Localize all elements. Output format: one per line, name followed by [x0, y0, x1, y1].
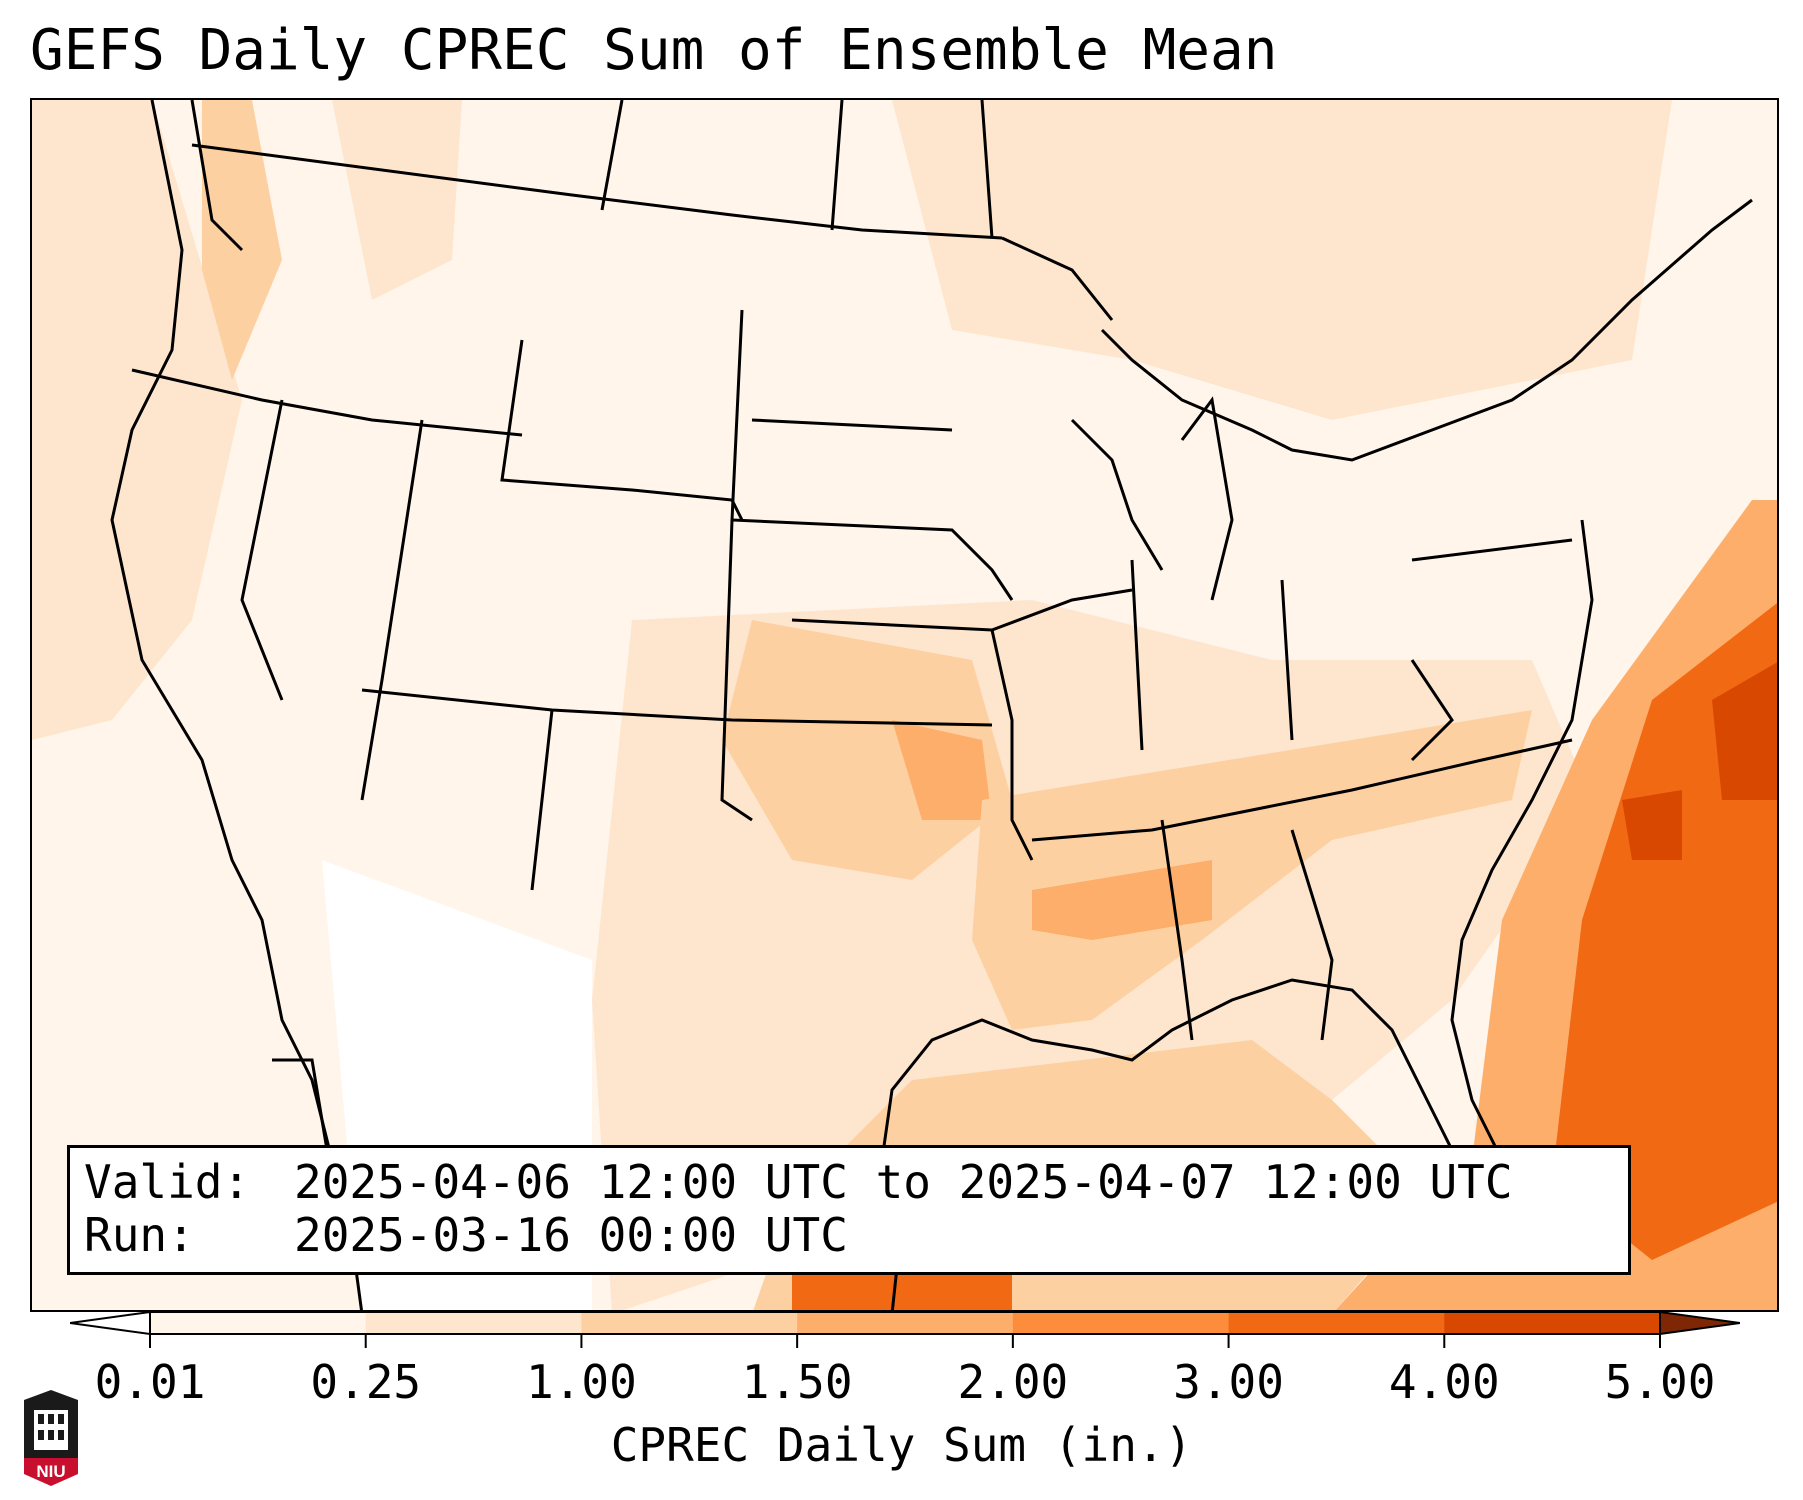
- alberta-saskatchewan-line: [830, 100, 844, 231]
- oregon-idaho-line: [131, 368, 523, 437]
- precipitation-map: [30, 98, 1779, 1312]
- canada-us-border-central: [1001, 236, 1114, 321]
- valid-label: Valid:: [84, 1155, 251, 1209]
- missouri-west-line: [990, 629, 1034, 861]
- map-canvas: [32, 100, 1777, 1310]
- colorbar-ticks: [149, 1334, 1661, 1348]
- colorbar-segment: [1228, 1312, 1445, 1334]
- four-corners-line: [361, 688, 993, 727]
- logo-text: NIU: [36, 1462, 65, 1481]
- colorbar-tick-label: 1.00: [526, 1355, 637, 1409]
- colorbar-tick-label: 3.00: [1173, 1355, 1284, 1409]
- bc-alberta-line: [600, 100, 624, 211]
- atlantic-max-precip: [1712, 662, 1777, 800]
- colorbar-tick-label: 4.00: [1388, 1355, 1500, 1409]
- colorbar: [70, 1312, 1740, 1348]
- valid-value: 2025-04-06 12:00 UTC to 2025-04-07 12:00…: [294, 1155, 1513, 1209]
- saskatchewan-manitoba-line: [980, 100, 994, 239]
- east-gulf-coastline: [880, 519, 1594, 1310]
- alabama-mississippi-line: [1160, 819, 1194, 1041]
- california-nevada-line: [240, 399, 284, 701]
- dakotas-nebraska-line: [730, 309, 1014, 601]
- kansas-heavy-precip: [892, 720, 992, 820]
- colorbar-tick-label: 2.00: [957, 1355, 1069, 1409]
- colorado-east-line: [720, 519, 753, 822]
- michigan-outline: [1180, 396, 1234, 601]
- wyoming-border: [500, 339, 744, 521]
- colorbar-segment: [1444, 1312, 1661, 1334]
- canada-us-border-west: [191, 143, 1003, 240]
- colorbar-under-arrow: [70, 1312, 151, 1336]
- colorbar-label: CPREC Daily Sum (in.): [610, 1418, 1193, 1472]
- arizona-newmexico-line: [530, 709, 554, 891]
- colorbar-segment: [365, 1312, 582, 1334]
- cascades-precip: [202, 100, 282, 380]
- puget-sound-coast: [190, 100, 244, 252]
- illinois-indiana-line: [1130, 559, 1144, 751]
- colorbar-over-arrow: [1659, 1312, 1740, 1336]
- valid-run-box: Valid: 2025-04-06 12:00 UTC to 2025-04-07…: [67, 1145, 1631, 1275]
- north-south-dakota-line: [751, 418, 953, 432]
- niu-logo: NIU: [24, 1390, 78, 1486]
- colorbar-tick-label: 0.01: [94, 1355, 206, 1409]
- colorbar-outline: [149, 1312, 1661, 1335]
- colorbar-segment: [581, 1312, 798, 1334]
- pennsylvania-north-line: [1411, 538, 1573, 562]
- colorbar-segment: [797, 1312, 1014, 1334]
- tennessee-north-line: [1031, 738, 1573, 842]
- georgia-alabama-line: [1290, 829, 1334, 1041]
- canada-precip: [892, 100, 1672, 420]
- boundaries: [110, 100, 1753, 1310]
- colorbar-tick-label: 0.25: [310, 1355, 422, 1409]
- run-label: Run:: [84, 1208, 195, 1262]
- wisconsin-west-line: [1070, 418, 1164, 571]
- colorbar-tick-label: 1.50: [741, 1355, 853, 1409]
- tennessee-valley-precip: [972, 710, 1532, 1030]
- offshore-max-precip: [1622, 790, 1682, 860]
- kansas-nebraska-line: [791, 588, 1133, 632]
- colorbar-segments: [70, 1312, 1740, 1336]
- run-value: 2025-03-16 00:00 UTC: [294, 1208, 848, 1262]
- ohio-indiana-line: [1280, 579, 1294, 741]
- colorbar-segment: [1012, 1312, 1230, 1334]
- colorbar-segment: [150, 1312, 367, 1334]
- west-coastline: [110, 100, 334, 1161]
- utah-west-line: [360, 419, 424, 801]
- mississippi-heavy-precip: [1032, 860, 1212, 940]
- rockies-north-precip: [332, 100, 462, 300]
- map-title: GEFS Daily CPREC Sum of Ensemble Mean: [30, 18, 1278, 83]
- chesapeake-outline: [1410, 659, 1454, 762]
- colorbar-tick-label: 5.00: [1604, 1355, 1716, 1409]
- northeast-coastline: [1100, 198, 1753, 462]
